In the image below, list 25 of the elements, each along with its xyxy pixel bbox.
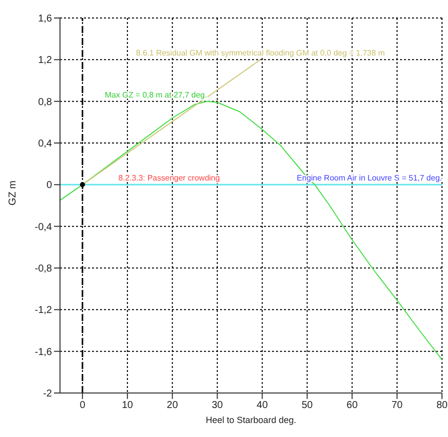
line-series bbox=[60, 100, 442, 360]
y-tick-label: -1,6 bbox=[34, 346, 52, 358]
y-tick-label: -0,4 bbox=[34, 222, 52, 233]
x-tick-label: 70 bbox=[391, 400, 404, 412]
x-tick-label: 20 bbox=[166, 400, 178, 412]
y-tick-label: 0 bbox=[46, 180, 52, 192]
x-tick-label: 10 bbox=[122, 400, 134, 412]
x-tick-label: 30 bbox=[212, 400, 224, 412]
y-tick-label: 0,8 bbox=[38, 96, 52, 108]
y-tick-label: -1,2 bbox=[34, 305, 52, 316]
x-tick-label: 0 bbox=[80, 400, 86, 412]
annotation: 8.6.1 Residual GM with symmetrical flooding GM at 0,0 deg = 1,738 m bbox=[136, 48, 386, 58]
y-tick-label: -0,8 bbox=[34, 264, 52, 275]
x-tick-label: 60 bbox=[346, 400, 358, 412]
y-tick-label: 1,2 bbox=[38, 55, 52, 66]
x-tick-label: 80 bbox=[436, 400, 448, 412]
x-axis-title: Heel to Starboard deg. bbox=[206, 415, 296, 425]
y-tick-label: -2 bbox=[43, 388, 52, 400]
y-tick-label: 1,6 bbox=[38, 14, 52, 25]
x-tick-label: 50 bbox=[302, 400, 314, 412]
x-tick-label: 40 bbox=[256, 400, 268, 412]
annotation: 8.2.3.3: Passenger crowding bbox=[118, 174, 220, 183]
y-axis-title: GZ m bbox=[8, 180, 19, 206]
y-tick-label: 0,4 bbox=[38, 138, 52, 150]
annotation: Max GZ = 0,8 m at 27,7 deg. bbox=[104, 90, 207, 100]
